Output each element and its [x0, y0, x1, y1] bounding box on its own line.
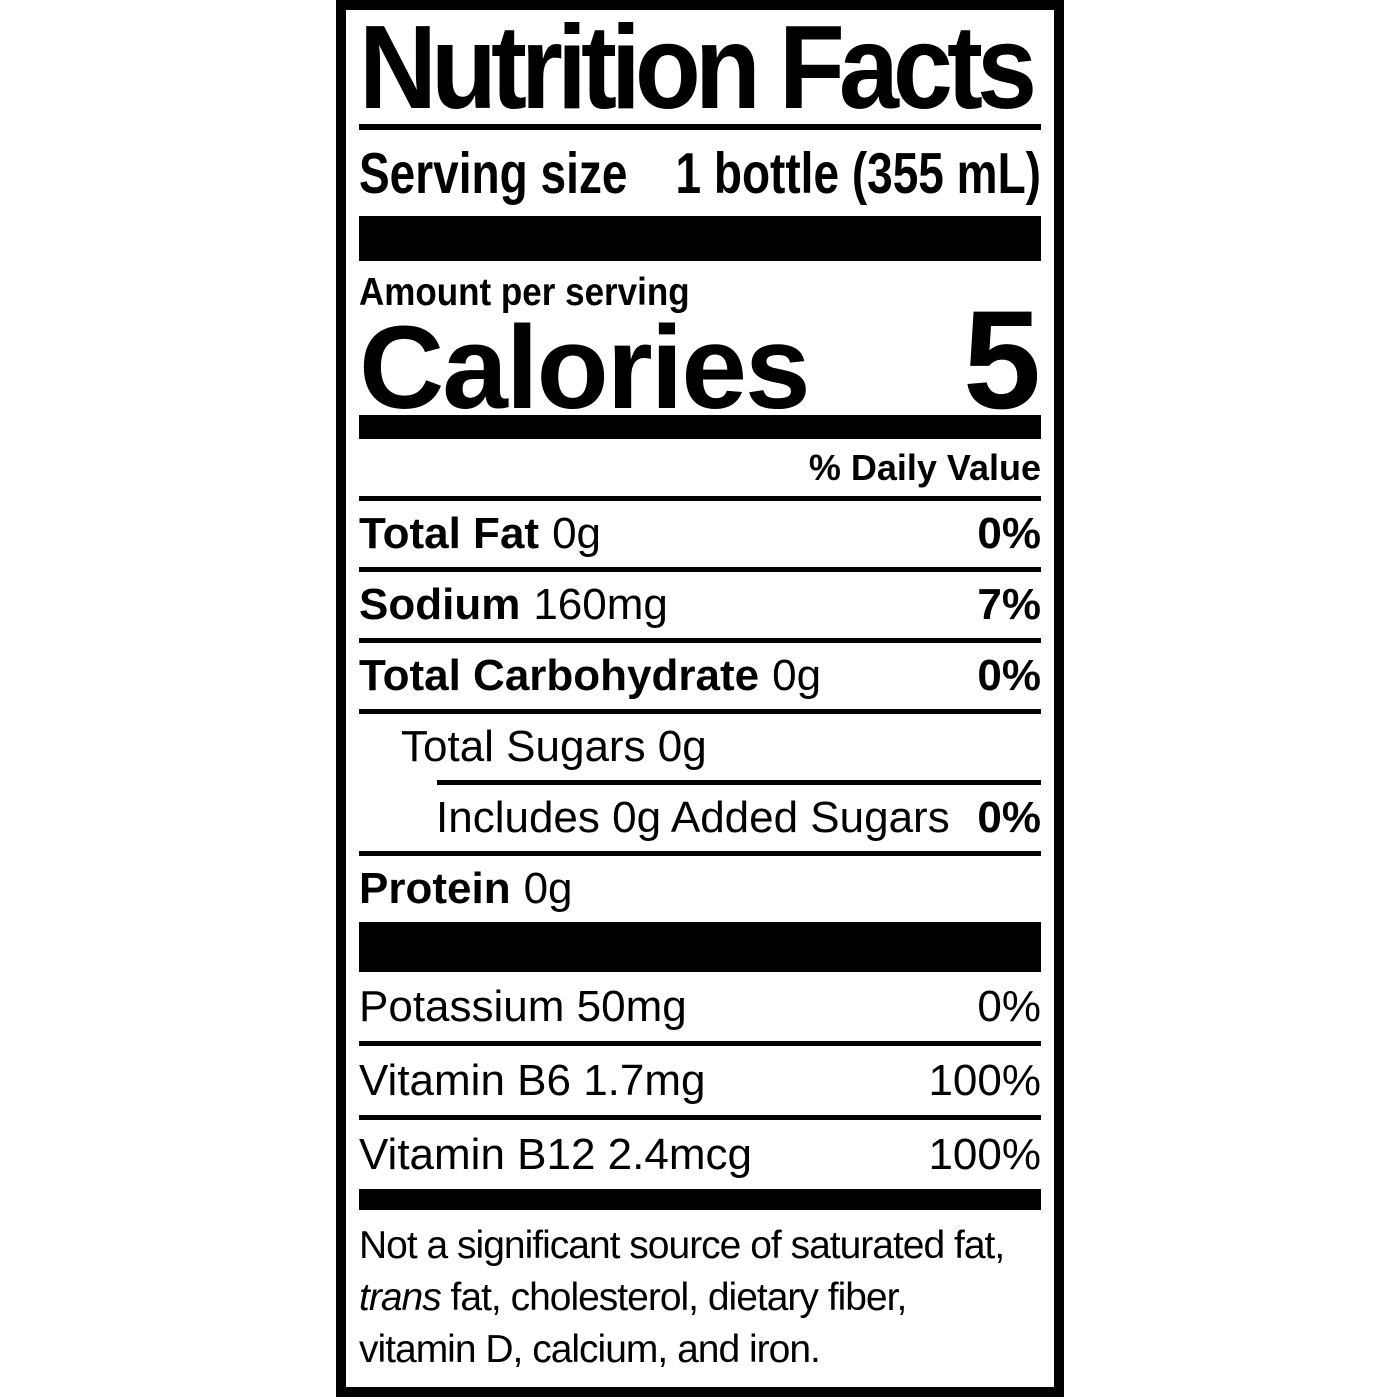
nutrient-amount: 0g	[523, 864, 573, 913]
thin-divider-footnote	[359, 1189, 1041, 1210]
nutrient-amount: 0g	[552, 509, 602, 558]
nutrient-left: Total Sugars 0g	[401, 722, 707, 772]
daily-value-header-label: % Daily Value	[808, 446, 1041, 488]
serving-size-row: Serving size 1 bottle (355 mL)	[359, 130, 1041, 216]
footnote-trans-italic: trans	[359, 1276, 442, 1319]
divider	[359, 1115, 1041, 1120]
divider	[359, 1041, 1041, 1046]
micronutrient-dv: 0%	[977, 981, 1041, 1031]
nutrition-facts-title: Nutrition Facts	[359, 0, 1037, 134]
nutrient-left: Total Carbohydrate 0g	[359, 651, 821, 701]
nutrient-dv: 0%	[977, 793, 1041, 842]
nutrient-row-added-sugars: Includes 0g Added Sugars 0%	[359, 785, 1041, 851]
serving-size-value: 1 bottle (355 mL)	[675, 140, 1041, 206]
nutrient-left: Sodium 160mg	[359, 580, 668, 630]
thick-divider-top	[359, 216, 1041, 261]
nutrient-amount: 0g	[772, 651, 822, 700]
nutrient-row-total-fat: Total Fat 0g 0%	[359, 501, 1041, 567]
nutrient-name: Total Carbohydrate	[359, 651, 760, 700]
micronutrient-name: Potassium 50mg	[359, 981, 687, 1031]
calories-value: 5	[963, 281, 1041, 438]
thick-divider-protein	[359, 922, 1041, 972]
divider	[359, 567, 1041, 572]
nutrient-row-total-carbohydrate: Total Carbohydrate 0g 0%	[359, 643, 1041, 709]
nutrient-name: Total Sugars 0g	[401, 722, 707, 771]
nutrient-dv: 0%	[977, 651, 1041, 700]
nutrient-name: Total Fat	[359, 509, 540, 558]
amount-per-serving-row: Amount per serving	[359, 271, 1041, 314]
nutrient-left: Includes 0g Added Sugars	[436, 793, 950, 843]
serving-size-label: Serving size	[359, 140, 628, 206]
title-block: Nutrition Facts	[359, 0, 1041, 134]
micronutrient-dv: 100%	[928, 1055, 1041, 1105]
nutrient-row-total-sugars: Total Sugars 0g	[359, 714, 1041, 780]
amount-per-serving-label: Amount per serving	[359, 271, 690, 314]
footnote-line-2-rest: fat, cholesterol, dietary fiber,	[440, 1276, 908, 1319]
nutrient-amount: 160mg	[533, 580, 668, 629]
nutrition-facts-panel: Nutrition Facts Serving size 1 bottle (3…	[336, 0, 1064, 1397]
micronutrient-name: Vitamin B6 1.7mg	[359, 1055, 706, 1105]
micronutrient-dv: 100%	[928, 1129, 1041, 1179]
calories-label: Calories	[359, 302, 811, 434]
footnote-line-1: Not a significant source of saturated fa…	[359, 1224, 1005, 1267]
divider-indented	[437, 780, 1041, 785]
nutrient-left: Total Fat 0g	[359, 509, 601, 559]
divider	[359, 638, 1041, 643]
calories-row: Calories 5	[359, 281, 1041, 438]
footnote-line-3: vitamin D, calcium, and iron.	[359, 1328, 821, 1371]
nutrient-dv: 0%	[977, 509, 1041, 558]
micronutrient-row-vitamin-b6: Vitamin B6 1.7mg 100%	[359, 1046, 1041, 1115]
micronutrient-name: Vitamin B12 2.4mcg	[359, 1129, 752, 1179]
nutrient-row-protein: Protein 0g	[359, 856, 1041, 922]
nutrient-name: Sodium	[359, 580, 521, 629]
daily-value-header-row: % Daily Value	[359, 439, 1041, 501]
nutrient-dv: 7%	[977, 580, 1041, 629]
medium-divider-calories	[359, 415, 1041, 439]
nutrient-name: Protein	[359, 864, 511, 913]
nutrient-name: Includes 0g Added Sugars	[436, 793, 950, 842]
divider	[359, 851, 1041, 856]
footnote: Not a significant source of saturated fa…	[359, 1220, 1041, 1376]
micronutrient-row-potassium: Potassium 50mg 0%	[359, 972, 1041, 1041]
divider	[359, 709, 1041, 714]
footnote-line-2: trans fat, cholesterol, dietary fiber,	[359, 1272, 1041, 1324]
nutrient-row-sodium: Sodium 160mg 7%	[359, 572, 1041, 638]
nutrient-left: Protein 0g	[359, 864, 573, 914]
micronutrient-row-vitamin-b12: Vitamin B12 2.4mcg 100%	[359, 1120, 1041, 1189]
